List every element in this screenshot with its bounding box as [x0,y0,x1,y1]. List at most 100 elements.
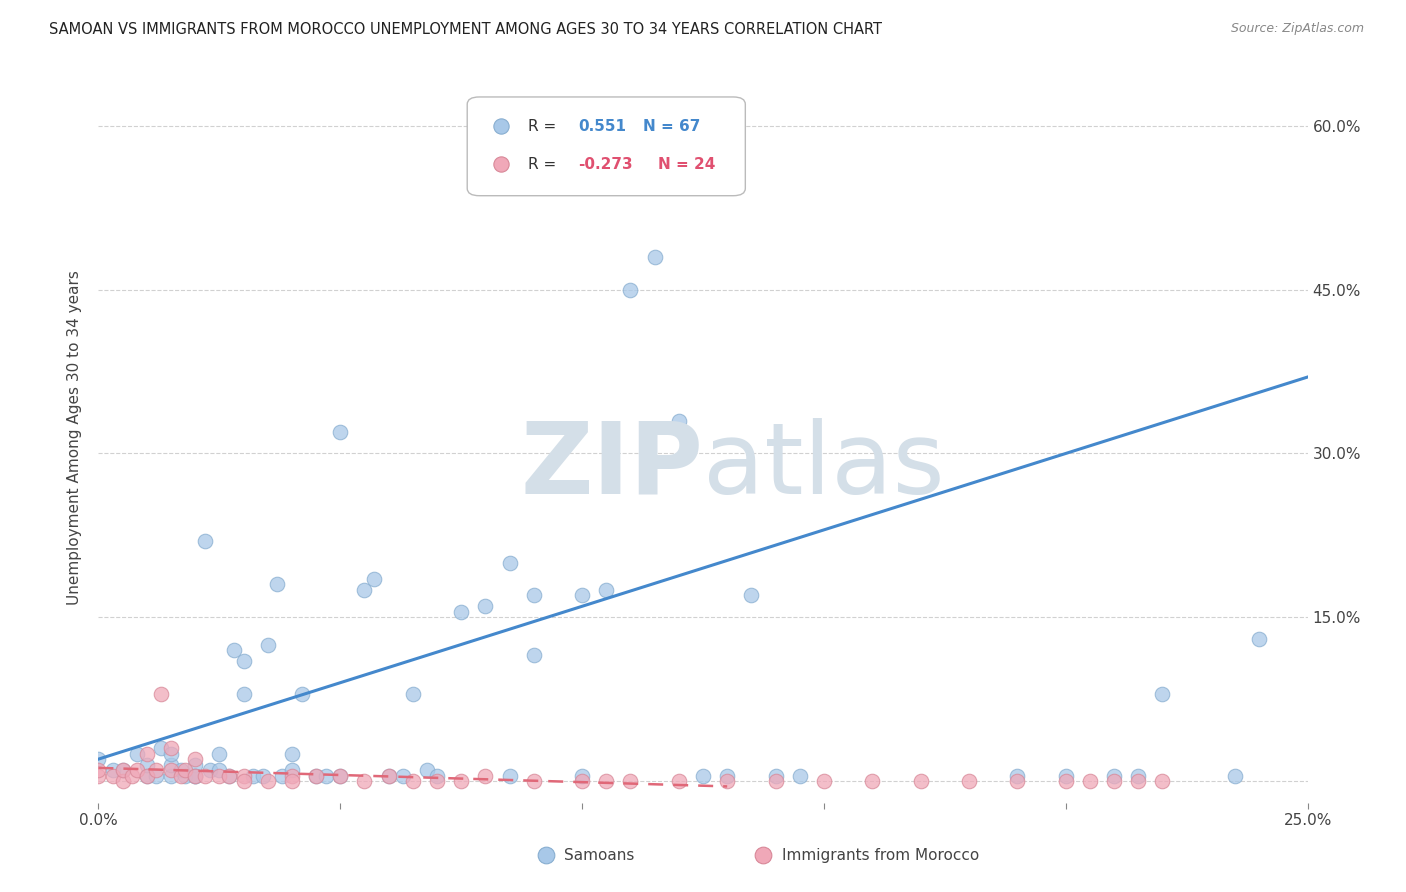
Point [1007,774,1029,789]
Point [111,763,134,777]
Text: N = 67: N = 67 [643,119,700,134]
Point [353,582,375,597]
Point [266,577,288,591]
Point [174,763,197,777]
Point [765,774,787,789]
Point [232,654,254,668]
Point [329,768,352,782]
Point [450,774,472,789]
Y-axis label: Unemployment Among Ages 30 to 34 years: Unemployment Among Ages 30 to 34 years [67,269,83,605]
Point [290,687,312,701]
Point [692,768,714,782]
Point [329,425,352,439]
Text: 0.551: 0.551 [578,119,627,134]
Text: atlas: atlas [703,417,945,515]
Point [135,757,157,772]
Point [392,768,415,782]
Point [416,763,439,777]
Point [174,768,197,782]
Point [813,774,835,789]
Point [121,768,143,782]
Point [160,768,183,782]
Point [1223,768,1246,782]
Point [1007,768,1029,782]
Point [135,768,157,782]
Point [218,768,240,782]
Point [271,768,294,782]
Point [145,763,167,777]
Point [668,774,690,789]
Point [716,774,738,789]
Point [523,774,546,789]
Point [208,763,231,777]
Point [160,757,183,772]
Point [957,774,980,789]
Point [426,774,449,789]
Point [281,763,304,777]
Point [184,768,207,782]
Point [101,763,124,777]
Point [135,747,157,761]
Point [281,747,304,761]
Point [668,414,690,428]
Point [242,768,264,782]
Point [426,768,449,782]
Point [363,572,385,586]
Point [232,768,254,782]
FancyBboxPatch shape [467,97,745,195]
Point [450,605,472,619]
Point [218,768,240,782]
Point [184,757,207,772]
Point [256,774,278,789]
Point [644,250,666,264]
Point [1128,768,1150,782]
Point [523,588,546,602]
Point [765,768,787,782]
Point [523,648,546,663]
Point [194,533,217,548]
Text: ZIP: ZIP [520,417,703,515]
Point [1102,774,1125,789]
Text: -0.273: -0.273 [578,157,633,172]
Point [184,768,207,782]
Point [232,774,254,789]
Point [789,768,811,782]
Point [150,687,173,701]
Point [281,774,304,789]
Point [222,643,245,657]
Point [498,768,520,782]
Point [1152,774,1174,789]
Point [252,768,274,782]
Point [111,774,134,789]
Point [1102,768,1125,782]
Point [619,774,641,789]
Point [402,774,425,789]
Point [377,768,399,782]
Point [160,763,183,777]
Point [256,638,278,652]
Point [169,763,191,777]
Point [160,747,183,761]
Point [595,774,617,789]
Point [329,768,352,782]
Point [169,768,191,782]
Point [127,747,149,761]
Point [111,763,134,777]
Point [910,774,932,789]
Point [1128,774,1150,789]
Point [232,687,254,701]
Point [198,763,221,777]
Point [135,768,157,782]
Point [145,768,167,782]
Point [595,582,617,597]
Point [315,768,337,782]
Text: N = 24: N = 24 [658,157,716,172]
Point [474,768,496,782]
Point [87,752,110,766]
Point [571,768,593,782]
Point [1152,687,1174,701]
Text: SAMOAN VS IMMIGRANTS FROM MOROCCO UNEMPLOYMENT AMONG AGES 30 TO 34 YEARS CORRELA: SAMOAN VS IMMIGRANTS FROM MOROCCO UNEMPL… [49,22,882,37]
Point [87,763,110,777]
Point [474,599,496,614]
Point [571,774,593,789]
